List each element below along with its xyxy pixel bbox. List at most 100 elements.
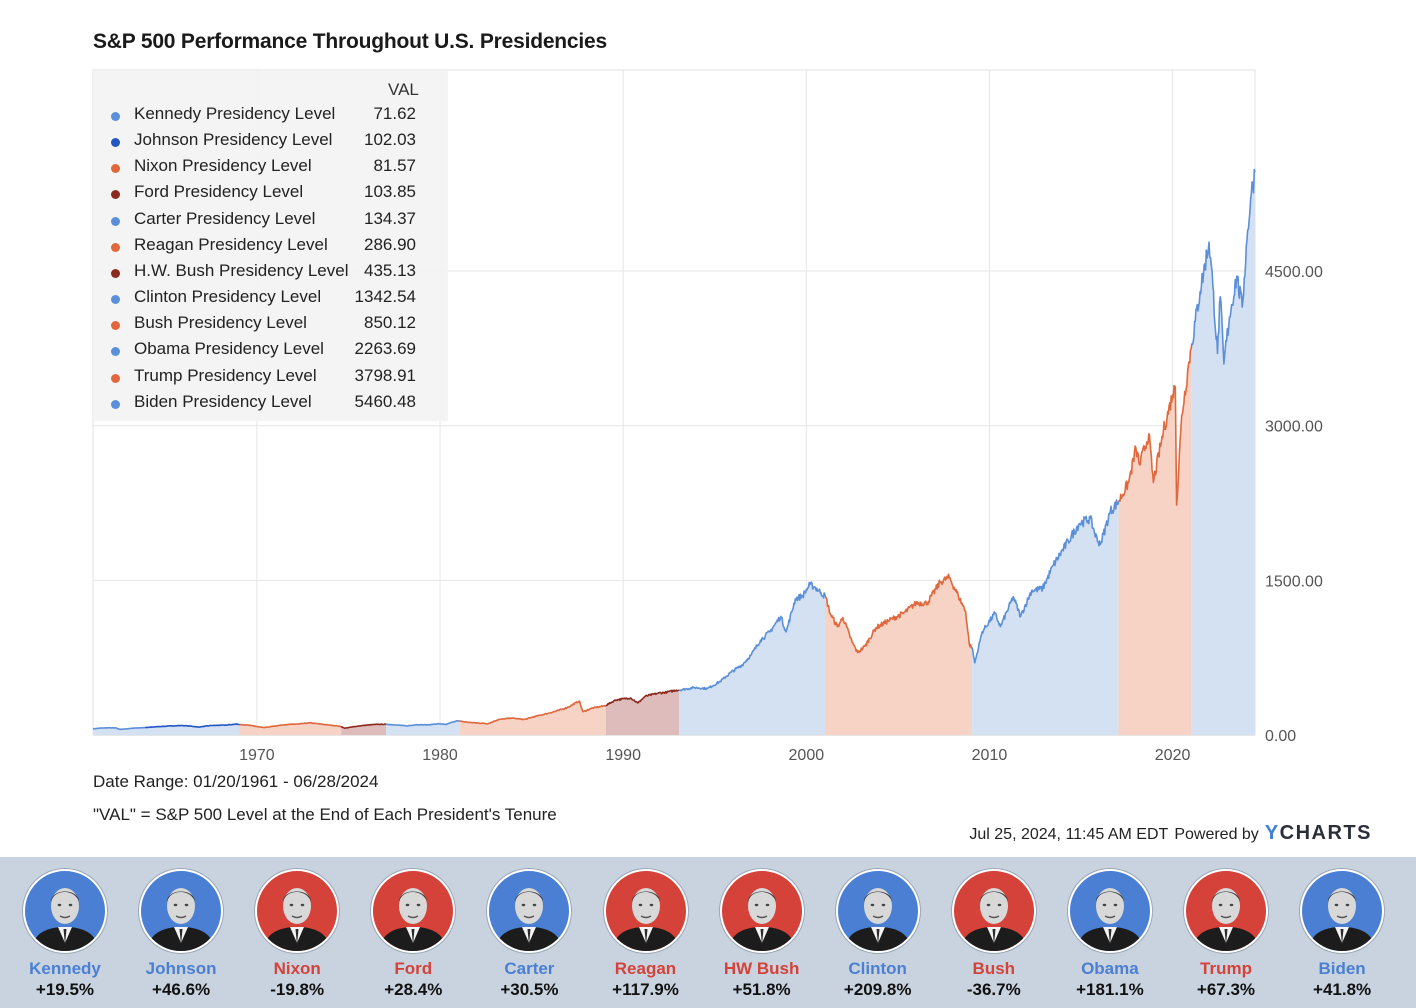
x-tick-label: 1970 [239, 747, 275, 764]
president-card: Nixon -19.8% [239, 869, 355, 1000]
legend-value: 103.85 [364, 182, 416, 202]
portrait-silhouette-icon [31, 888, 99, 951]
area-2 [145, 724, 240, 735]
legend-item[interactable]: Obama Presidency Level 2263.69 [93, 339, 448, 365]
legend-item[interactable]: Johnson Presidency Level 102.03 [93, 130, 448, 156]
president-card: Biden +41.8% [1284, 869, 1400, 1000]
legend-label: Kennedy Presidency Level [134, 104, 336, 123]
legend-value: 2263.69 [354, 339, 416, 359]
president-change: -19.8% [270, 980, 325, 999]
legend-item[interactable]: Biden Presidency Level 5460.48 [93, 392, 448, 418]
legend-dot-icon [111, 164, 120, 174]
y-tick-label: 0.00 [1265, 728, 1296, 745]
legend-value: 3798.91 [354, 365, 416, 385]
legend-label: H.W. Bush Presidency Level [134, 260, 349, 280]
legend-label: Obama Presidency Level [134, 339, 324, 359]
legend-dot-icon [111, 399, 120, 409]
legend-value: 71.62 [373, 104, 416, 123]
line-layer [92, 168, 1256, 731]
legend-item[interactable]: Clinton Presidency Level 1342.54 [93, 287, 448, 313]
series-line-8 [678, 581, 827, 692]
legend-value: 850.12 [364, 313, 416, 333]
president-name: Trump [1200, 959, 1252, 978]
legend-value: 286.90 [364, 234, 416, 254]
legend-label: Biden Presidency Level [134, 391, 312, 411]
y-tick-label: 1500.00 [1265, 573, 1323, 590]
legend-item[interactable]: Kennedy Presidency Level 71.62 [93, 104, 448, 130]
x-tick-label: 2020 [1155, 747, 1191, 764]
legend-label: Reagan Presidency Level [134, 234, 328, 254]
area-fill-layer [93, 169, 1255, 736]
legend-dot-icon [111, 242, 120, 252]
area-11 [1118, 343, 1192, 735]
president-card: HW Bush +51.8% [704, 869, 820, 1000]
area-8 [679, 582, 826, 735]
area-12 [1191, 169, 1255, 736]
ycharts-logo-y: Y [1264, 822, 1280, 844]
area-7 [605, 690, 679, 735]
val-definition-note: "VAL" = S&P 500 Level at the End of Each… [93, 805, 557, 824]
legend-label: Ford Presidency Level [134, 182, 304, 202]
legend-item[interactable]: Bush Presidency Level 850.12 [93, 313, 448, 339]
ycharts-logo[interactable]: YCHARTS [1265, 822, 1372, 845]
president-name: Johnson [145, 959, 217, 978]
series-line-5 [385, 720, 460, 727]
legend-value: 102.03 [364, 130, 416, 150]
legend-dot-icon [111, 373, 120, 383]
series-line-6 [459, 700, 607, 725]
area-9 [825, 574, 973, 735]
legend-value: 134.37 [364, 208, 416, 228]
president-change: +117.9% [612, 980, 679, 999]
president-card: Johnson +46.6% [123, 869, 239, 1000]
president-change: +28.4% [384, 980, 443, 999]
legend-dot-icon [111, 295, 120, 305]
legend-dot-icon [111, 216, 120, 226]
series-line-10 [971, 499, 1120, 664]
president-name: Reagan [614, 959, 677, 978]
x-tick-label: 1980 [422, 747, 458, 764]
legend-dot-icon [111, 112, 120, 121]
president-name: Carter [504, 959, 555, 978]
president-change: +51.8% [732, 980, 791, 999]
legend-label: Nixon Presidency Level [134, 156, 312, 176]
president-name: HW Bush [723, 959, 800, 978]
president-name: Kennedy [29, 959, 101, 978]
president-change: +67.3% [1196, 980, 1256, 999]
portrait-silhouette-icon [727, 888, 796, 951]
y-tick-label: 3000.00 [1265, 419, 1323, 436]
legend-item[interactable]: Carter Presidency Level 134.37 [93, 209, 448, 235]
legend-item[interactable]: Ford Presidency Level 103.85 [93, 182, 448, 208]
legend-dot-icon [111, 321, 120, 331]
legend-item[interactable]: H.W. Bush Presidency Level 435.13 [93, 261, 448, 287]
axis-layer: 0.00 1500.00 3000.00 4500.00 1970 1980 1990 200… [239, 264, 1323, 764]
president-name: Biden [1318, 959, 1366, 978]
legend-dot-icon [111, 190, 120, 200]
president-portrait [139, 869, 224, 953]
area-3 [239, 722, 342, 735]
president-change: +181.1% [1076, 980, 1144, 999]
x-tick-label: 1990 [605, 747, 641, 764]
president-portrait [951, 869, 1036, 953]
president-change: +30.5% [500, 980, 559, 999]
president-portrait [1300, 869, 1385, 953]
date-range-note: Date Range: 01/20/1961 - 06/28/2024 [93, 772, 379, 791]
president-portrait [1184, 869, 1268, 953]
portrait-silhouette-icon [263, 888, 332, 951]
president-card: Carter +30.5% [471, 869, 587, 1000]
legend: VAL Kennedy Presidency Level 71.62 Johnson… [93, 71, 448, 421]
president-name: Clinton [848, 959, 907, 978]
legend-item[interactable]: Trump Presidency Level 3798.91 [93, 366, 448, 392]
president-card: Obama +181.1% [1052, 869, 1168, 1000]
legend-header: VAL [388, 80, 419, 99]
president-portrait [1067, 869, 1152, 953]
legend-label: Trump Presidency Level [134, 365, 317, 385]
president-portrait [603, 869, 688, 953]
footer-credit: Jul 25, 2024, 11:45 AM EDT Powered by YC… [969, 822, 1372, 845]
legend-item[interactable]: Reagan Presidency Level 286.90 [93, 235, 448, 261]
area-4 [341, 724, 386, 735]
legend-item[interactable]: Nixon Presidency Level 81.57 [93, 156, 448, 182]
president-change: +19.5% [35, 980, 95, 999]
president-card: Ford +28.4% [355, 869, 471, 1000]
president-card: Clinton +209.8% [820, 869, 936, 1000]
president-card: Trump +67.3% [1168, 869, 1284, 1000]
